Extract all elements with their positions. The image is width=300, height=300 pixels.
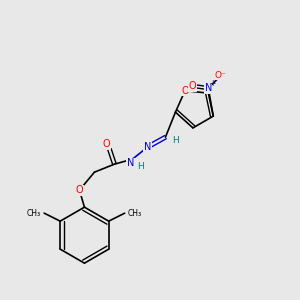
Text: O⁻: O⁻ xyxy=(214,70,226,80)
Text: +: + xyxy=(209,79,215,88)
Text: O: O xyxy=(103,139,110,149)
Text: N: N xyxy=(144,142,151,152)
Text: H: H xyxy=(137,162,144,171)
Text: CH₃: CH₃ xyxy=(128,209,142,218)
Text: H: H xyxy=(172,136,179,145)
Text: O: O xyxy=(76,185,83,195)
Text: CH₃: CH₃ xyxy=(27,209,41,218)
Text: N: N xyxy=(205,83,212,93)
Text: O: O xyxy=(181,86,189,96)
Text: O: O xyxy=(188,81,196,91)
Text: N: N xyxy=(127,158,134,168)
